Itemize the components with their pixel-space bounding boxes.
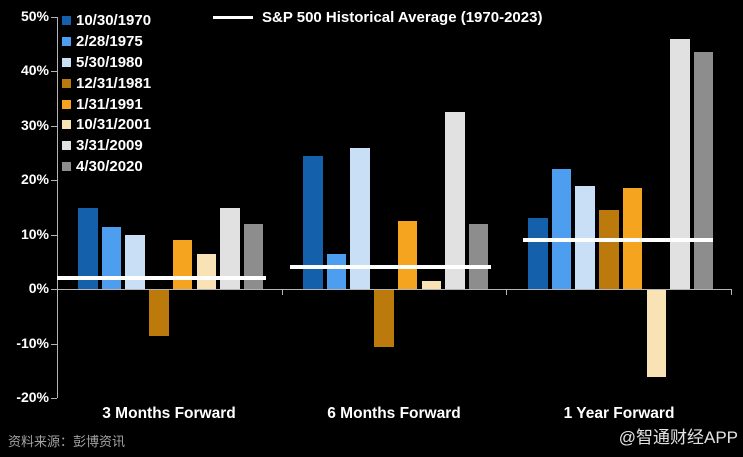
legend-item-label: 10/30/1970 <box>76 11 152 29</box>
legend-swatch-icon <box>62 57 71 67</box>
bar <box>172 240 193 290</box>
average-line <box>290 265 491 270</box>
x-category-label: 1 Year Forward <box>563 405 675 422</box>
y-tick-label: 30% <box>20 116 49 133</box>
legend-item-label: 10/31/2001 <box>76 116 152 134</box>
bar <box>326 253 347 290</box>
x-category-label: 6 Months Forward <box>327 405 461 422</box>
y-tick <box>51 71 57 73</box>
bar <box>243 223 264 290</box>
bar <box>303 155 323 290</box>
legend-swatch-icon <box>62 99 71 109</box>
y-tick-label: 50% <box>20 8 49 24</box>
x-axis-line <box>57 289 731 291</box>
y-tick <box>51 234 57 236</box>
legend-swatch-icon <box>62 141 71 151</box>
source-note: 资料来源：彭博资讯 <box>8 434 126 449</box>
legend-item-label: 12/31/1981 <box>76 74 152 92</box>
bar <box>575 185 595 290</box>
bar <box>528 218 548 290</box>
bar <box>374 290 394 348</box>
bar <box>149 290 169 337</box>
legend-item-label: 3/31/2009 <box>76 137 143 155</box>
y-tick-label: 0% <box>28 280 49 297</box>
legend-item-label: 1/31/1991 <box>76 95 143 113</box>
bar <box>693 52 714 290</box>
bar <box>445 112 465 290</box>
x-axis-group-tick <box>731 289 732 296</box>
average-line-swatch-icon <box>213 15 253 19</box>
legend-item: 4/30/2020 <box>62 156 151 177</box>
average-line <box>523 238 713 243</box>
legend-item: 5/30/1980 <box>62 52 151 73</box>
legend-swatch-icon <box>62 78 71 88</box>
legend-item: 10/31/2001 <box>62 114 151 135</box>
y-tick <box>51 17 57 18</box>
x-axis-group-tick <box>282 289 283 296</box>
legend-item-label: 4/30/2020 <box>76 158 143 176</box>
y-tick <box>51 343 57 345</box>
watermark: @智通财经APP <box>618 428 738 447</box>
average-line-legend: S&P 500 Historical Average (1970-2023) <box>213 8 542 26</box>
bar <box>599 210 619 290</box>
bar <box>646 290 666 378</box>
x-category-label: 3 Months Forward <box>102 405 236 422</box>
bar <box>220 207 240 290</box>
legend-item-label: 2/28/1975 <box>76 32 143 50</box>
legend-item: 10/30/1970 <box>62 10 151 31</box>
legend-swatch-icon <box>62 120 71 130</box>
legend-item: 1/31/1991 <box>62 94 151 115</box>
y-tick-label: 20% <box>20 171 49 188</box>
bar <box>397 221 418 290</box>
legend-swatch-icon <box>62 15 71 25</box>
y-tick <box>51 398 57 399</box>
y-tick <box>51 180 57 182</box>
bar <box>421 280 441 290</box>
bar <box>78 207 98 290</box>
y-tick-label: 10% <box>20 225 49 242</box>
y-tick-label: -10% <box>16 334 49 351</box>
y-tick <box>51 289 57 291</box>
legend-swatch-icon <box>62 162 71 172</box>
legend-item: 12/31/1981 <box>62 73 151 94</box>
bar <box>125 234 145 290</box>
bar <box>468 223 489 290</box>
bar <box>350 147 370 290</box>
y-tick-label: 40% <box>20 62 49 79</box>
legend-item: 2/28/1975 <box>62 31 151 52</box>
y-tick <box>51 125 57 127</box>
bar <box>551 169 572 290</box>
bar <box>196 253 216 290</box>
y-tick-label: -20% <box>16 389 49 405</box>
bar <box>670 38 690 290</box>
y-axis-line <box>57 17 58 398</box>
bar <box>101 226 122 290</box>
legend-item-label: 5/30/1980 <box>76 53 143 71</box>
average-line <box>57 276 266 281</box>
legend-item: 3/31/2009 <box>62 135 151 156</box>
x-axis-group-tick <box>506 289 507 296</box>
legend-swatch-icon <box>62 36 71 46</box>
legend: 10/30/1970 2/28/1975 5/30/1980 12/31/1981 1/… <box>62 10 151 177</box>
average-line-label: S&P 500 Historical Average (1970-2023) <box>262 8 543 26</box>
